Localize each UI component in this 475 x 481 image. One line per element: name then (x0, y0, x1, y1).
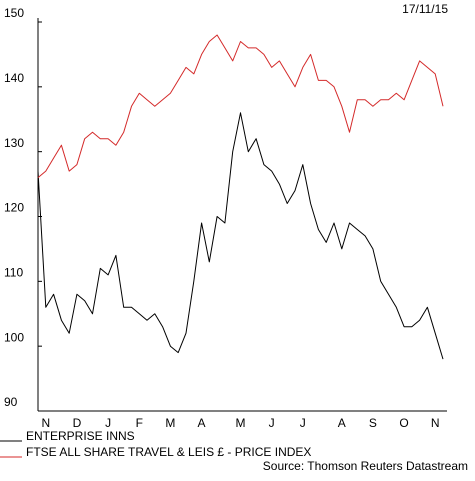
x-tick-label: J (269, 416, 275, 430)
x-tick-label: N (41, 416, 50, 430)
y-tick-label: 110 (4, 266, 23, 280)
legend-label: ENTERPRISE INNS (26, 429, 135, 443)
x-tick-label: J (300, 416, 306, 430)
x-tick-label: J (105, 416, 111, 430)
series-line (37, 112, 444, 360)
x-tick-label: D (73, 416, 82, 430)
x-tick-label: S (369, 416, 377, 430)
x-tick-label: O (399, 416, 408, 430)
y-tick-label: 120 (4, 201, 24, 215)
x-tick-label: F (136, 416, 143, 430)
x-tick-label: N (431, 416, 440, 430)
legend-label: FTSE ALL SHARE TRAVEL & LEIS £ - PRICE I… (26, 445, 311, 459)
series-line (37, 34, 444, 178)
chart-date: 17/11/15 (402, 2, 448, 16)
y-tick-label: 90 (4, 395, 18, 409)
x-tick-label: A (198, 416, 206, 430)
source-note: Source: Thomson Reuters Datastream (263, 459, 468, 473)
x-tick-label: M (236, 416, 246, 430)
y-tick-label: 150 (4, 6, 24, 20)
x-tick-label: M (165, 416, 175, 430)
y-tick-label: 140 (4, 71, 24, 85)
y-tick-label: 130 (4, 136, 24, 150)
y-tick-label: 100 (4, 330, 24, 344)
x-tick-label: A (338, 416, 346, 430)
